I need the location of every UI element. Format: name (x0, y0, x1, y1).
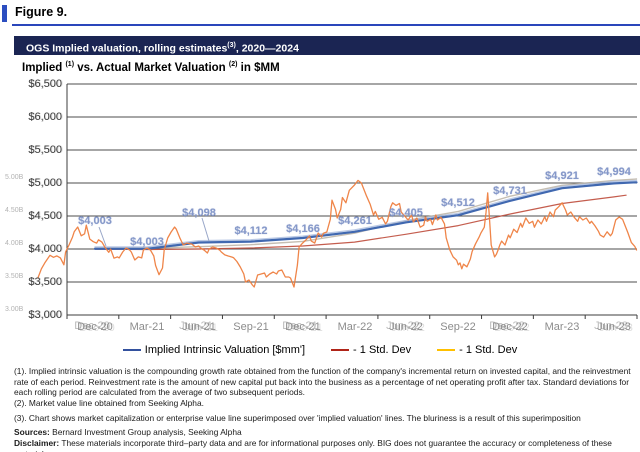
x-tick-label: Jun-21 (182, 321, 216, 333)
y-tick-label: $4,500 (28, 210, 62, 222)
y-tick-label: $3,500 (28, 276, 62, 288)
chart-title-footnote-ref-1: (1) (65, 61, 75, 68)
x-tick-label: Sep-21 (233, 321, 269, 333)
x-tick-label: Dec-20 (77, 321, 113, 333)
banner-footnote-ref: (3) (227, 42, 236, 49)
disclaimer-line: Disclaimer: These materials incorporate … (14, 438, 632, 452)
y-tick-label: $6,000 (28, 111, 62, 123)
disclaimer-text: These materials incorporate third–party … (14, 438, 612, 452)
x-tick-label: Mar-21 (129, 321, 165, 333)
data-label: $4,261 (338, 215, 372, 227)
figure-divider (12, 24, 640, 26)
data-label: $4,731 (493, 185, 527, 197)
y-tick-label: $6,500 (28, 78, 62, 90)
y-tick-label: $4,000 (28, 243, 62, 255)
overlay-y-label: 4.50B (5, 207, 24, 214)
legend-label-stddev-upper: - 1 Std. Dev (459, 344, 518, 356)
disclaimer-label: Disclaimer: (14, 438, 60, 449)
chart-banner: OGS Implied valuation, rolling estimates… (14, 36, 640, 55)
sources-text: Bernard Investment Group analysis, Seeki… (49, 427, 242, 438)
data-label: $4,003 (130, 236, 164, 248)
sources-label: Sources: (14, 427, 50, 438)
data-label: $4,003 (78, 215, 112, 227)
data-label: $4,994 (597, 166, 631, 178)
chart-title-part2: vs. Actual Market Valuation (74, 61, 226, 74)
overlay-y-label: 3.00B (5, 306, 24, 313)
x-tick-label: Jun-22 (389, 321, 423, 333)
sources-line: Sources: Bernard Investment Group analys… (14, 427, 632, 438)
x-tick-label: Sep-22 (440, 321, 476, 333)
footnote-3: (3). Chart shows market capitalization o… (14, 412, 581, 423)
legend-item-stddev-upper: - 1 Std. Dev (437, 344, 517, 356)
x-tick-label: Mar-22 (337, 321, 373, 333)
overlay-y-label: 4.00B (5, 240, 24, 247)
overlay-y-label: 3.50B (5, 273, 24, 280)
data-label: $4,166 (286, 223, 320, 235)
x-tick-label: Jun-23 (597, 321, 631, 333)
figure-label: Figure 9. (15, 5, 68, 19)
y-tick-label: $5,500 (28, 144, 62, 156)
legend-label-implied: Implied Intrinsic Valuation [$mm'] (144, 344, 306, 356)
footnotes: (1). Implied intrinsic valuation is the … (14, 366, 632, 452)
footnote-1: (1). Implied intrinsic valuation is the … (14, 366, 631, 398)
x-tick-label: Dec-21 (285, 321, 321, 333)
legend-item-implied: Implied Intrinsic Valuation [$mm'] (122, 344, 306, 356)
data-label-leader (98, 226, 107, 247)
chart-title-part1: Implied (22, 61, 63, 74)
banner-text: OGS Implied valuation, rolling estimates (26, 42, 228, 55)
legend-item-stddev-lower: - 1 Std. Dev (331, 344, 411, 356)
legend-swatch-stddev-upper (437, 348, 456, 352)
data-label: $4,405 (389, 207, 423, 219)
y-tick-label: $3,000 (28, 309, 62, 321)
banner-suffix: , 2020—2024 (235, 42, 299, 55)
series-actual-market-valuation-seeking-alpha- (37, 179, 638, 288)
data-label: $4,512 (441, 197, 475, 209)
x-tick-label: Dec-22 (492, 321, 528, 333)
chart-legend: Implied Intrinsic Valuation [$mm'] - 1 S… (0, 344, 640, 356)
data-label: $4,921 (545, 170, 579, 182)
series--1-std-dev-lower- (94, 194, 627, 251)
x-tick-label: Mar-23 (544, 321, 580, 333)
chart-title: Implied (1) vs. Actual Market Valuation … (22, 61, 280, 74)
legend-swatch-implied (122, 348, 141, 352)
y-tick-label: $5,000 (28, 177, 62, 189)
chart-title-footnote-ref-2: (2) (228, 61, 238, 68)
data-label: $4,098 (182, 207, 216, 219)
legend-label-stddev-lower: - 1 Std. Dev (353, 344, 412, 356)
data-label: $4,112 (234, 225, 268, 237)
footnote-2: (2). Market value line obtained from See… (14, 398, 204, 409)
figure-accent-bar (2, 5, 7, 22)
data-label-leader (201, 217, 210, 242)
chart-title-part3: in $MM (237, 61, 280, 74)
overlay-y-label: 5.00B (5, 174, 24, 181)
series-implied-echo (94, 179, 638, 248)
legend-swatch-stddev-lower (331, 348, 350, 352)
